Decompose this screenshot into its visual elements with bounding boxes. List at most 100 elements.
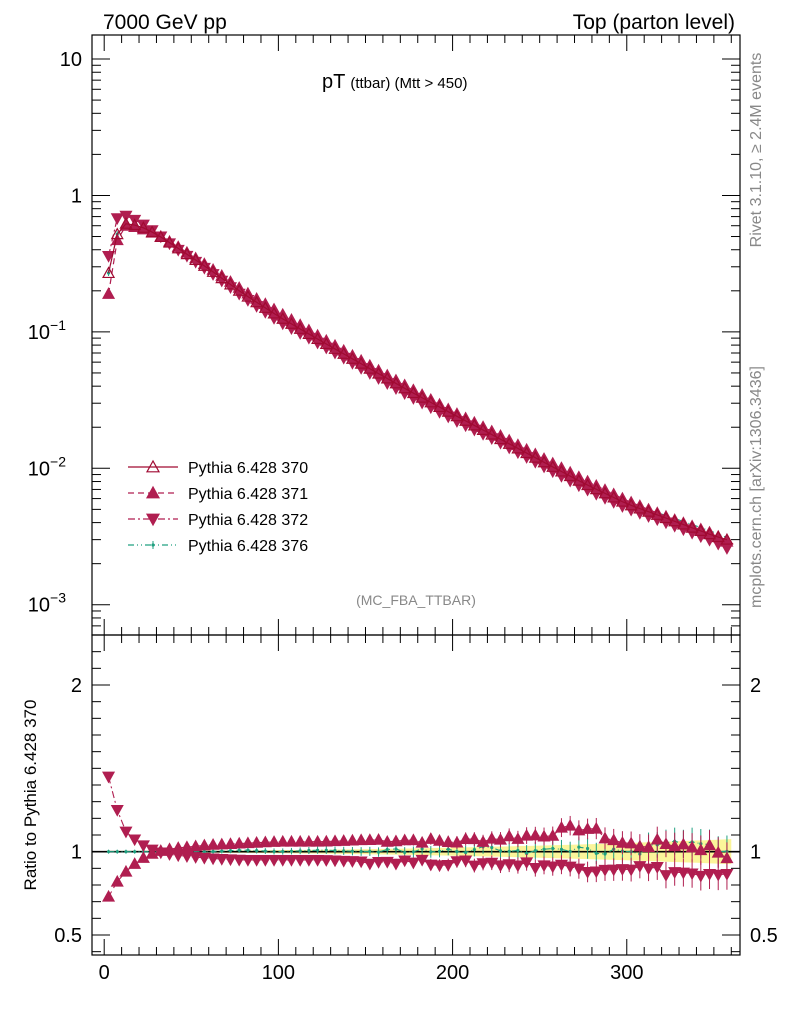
data-point	[498, 849, 503, 853]
data-point	[472, 847, 476, 852]
data-point	[128, 218, 142, 231]
data-point	[389, 858, 403, 871]
data-point	[136, 851, 150, 863]
data-point	[363, 858, 377, 871]
data-point	[128, 857, 142, 869]
data-point	[429, 850, 433, 854]
y-tick-label: 10	[60, 49, 82, 71]
data-point	[441, 835, 455, 847]
main-x-ticks	[103, 35, 732, 635]
data-point	[420, 847, 424, 851]
data-point	[345, 833, 359, 846]
data-point	[263, 849, 267, 853]
data-point	[380, 835, 394, 847]
data-point	[389, 834, 403, 847]
data-point	[650, 832, 664, 845]
data-point	[615, 864, 629, 876]
data-point	[603, 852, 607, 856]
data-point	[136, 221, 150, 233]
ratio-tick-label: 0.5	[54, 925, 82, 947]
data-point	[577, 845, 581, 849]
ratio-tick-label-right: 2	[750, 675, 761, 697]
data-point	[372, 832, 386, 845]
data-point	[676, 517, 690, 530]
data-point	[110, 874, 124, 887]
data-point	[676, 867, 690, 880]
data-point	[237, 848, 241, 852]
data-point	[528, 450, 542, 463]
data-point	[102, 287, 116, 299]
data-point	[607, 864, 621, 877]
data-point	[289, 849, 294, 853]
y-tick-label: 10−3	[28, 590, 66, 617]
data-point	[694, 870, 708, 883]
data-point	[607, 833, 621, 846]
data-point	[363, 361, 377, 374]
data-point	[284, 854, 298, 867]
main-panel: 10 1 10−1 10−2 10−3 pT (ttbar) (Mtt > 450) (M…	[28, 34, 741, 636]
data-point	[171, 850, 185, 863]
legend-entry: Pythia 6.428 370	[128, 459, 308, 477]
data-point	[559, 847, 564, 851]
data-point	[106, 850, 111, 854]
data-point	[615, 494, 629, 507]
data-point	[267, 854, 281, 867]
ratio-series-pythia-6-428-371	[102, 815, 734, 902]
x-tick-label: 300	[610, 962, 643, 984]
y-tick-label: 1	[71, 185, 82, 207]
ratio-tick-label: 2	[71, 675, 82, 697]
legend-entry: Pythia 6.428 376	[128, 538, 308, 555]
data-point	[110, 233, 124, 246]
data-point	[568, 849, 572, 854]
data-point	[572, 823, 586, 836]
legend-label: Pythia 6.428 376	[188, 538, 308, 555]
data-point	[668, 514, 682, 527]
main-series	[102, 210, 734, 555]
data-point	[337, 347, 351, 359]
data-point	[546, 828, 560, 841]
data-point	[711, 530, 725, 543]
data-point	[250, 835, 264, 848]
data-point	[281, 849, 285, 854]
data-point	[110, 213, 124, 226]
data-point	[607, 490, 621, 503]
data-point	[450, 856, 464, 868]
data-point	[411, 850, 415, 854]
data-point	[368, 849, 372, 853]
data-point	[537, 455, 551, 468]
data-point	[676, 837, 690, 850]
data-point	[537, 829, 551, 842]
data-point	[511, 860, 525, 873]
data-point	[589, 482, 603, 495]
data-point	[319, 337, 333, 349]
data-point	[110, 227, 124, 240]
data-point	[267, 835, 281, 847]
data-point	[694, 524, 708, 536]
data-point	[354, 357, 368, 369]
data-point	[493, 832, 508, 845]
y-tick-label: 10−2	[28, 453, 66, 480]
data-point	[223, 837, 238, 849]
data-point	[720, 868, 734, 881]
data-point	[133, 850, 137, 854]
data-point	[345, 352, 359, 364]
data-point	[493, 432, 508, 445]
data-point	[302, 327, 316, 339]
data-point	[711, 845, 725, 858]
data-point	[668, 867, 682, 879]
data-point	[650, 862, 664, 874]
data-point	[232, 283, 246, 296]
data-point	[563, 818, 577, 831]
data-point	[328, 342, 342, 354]
data-point	[615, 836, 629, 848]
data-point	[432, 833, 447, 846]
data-point	[223, 277, 238, 290]
data-point	[581, 866, 595, 879]
rivet-label: Rivet 3.1.10, ≥ 2.4M events	[748, 53, 765, 248]
data-point	[528, 862, 542, 875]
data-point	[189, 852, 203, 864]
data-point	[293, 834, 307, 847]
ratio-tick-label: 1	[71, 842, 82, 864]
data-point	[241, 854, 255, 867]
data-point	[490, 845, 494, 850]
